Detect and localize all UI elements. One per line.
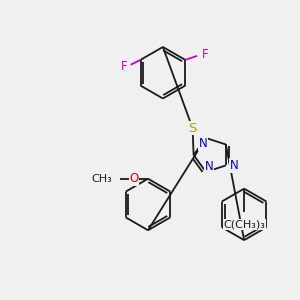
Text: O: O xyxy=(130,172,139,185)
Text: C(CH₃)₃: C(CH₃)₃ xyxy=(223,219,265,229)
Text: S: S xyxy=(188,122,197,135)
Text: F: F xyxy=(120,60,127,73)
Text: N: N xyxy=(199,137,207,150)
Text: F: F xyxy=(202,48,208,62)
Text: N: N xyxy=(205,160,213,173)
Text: N: N xyxy=(230,159,238,172)
Text: CH₃: CH₃ xyxy=(92,174,112,184)
